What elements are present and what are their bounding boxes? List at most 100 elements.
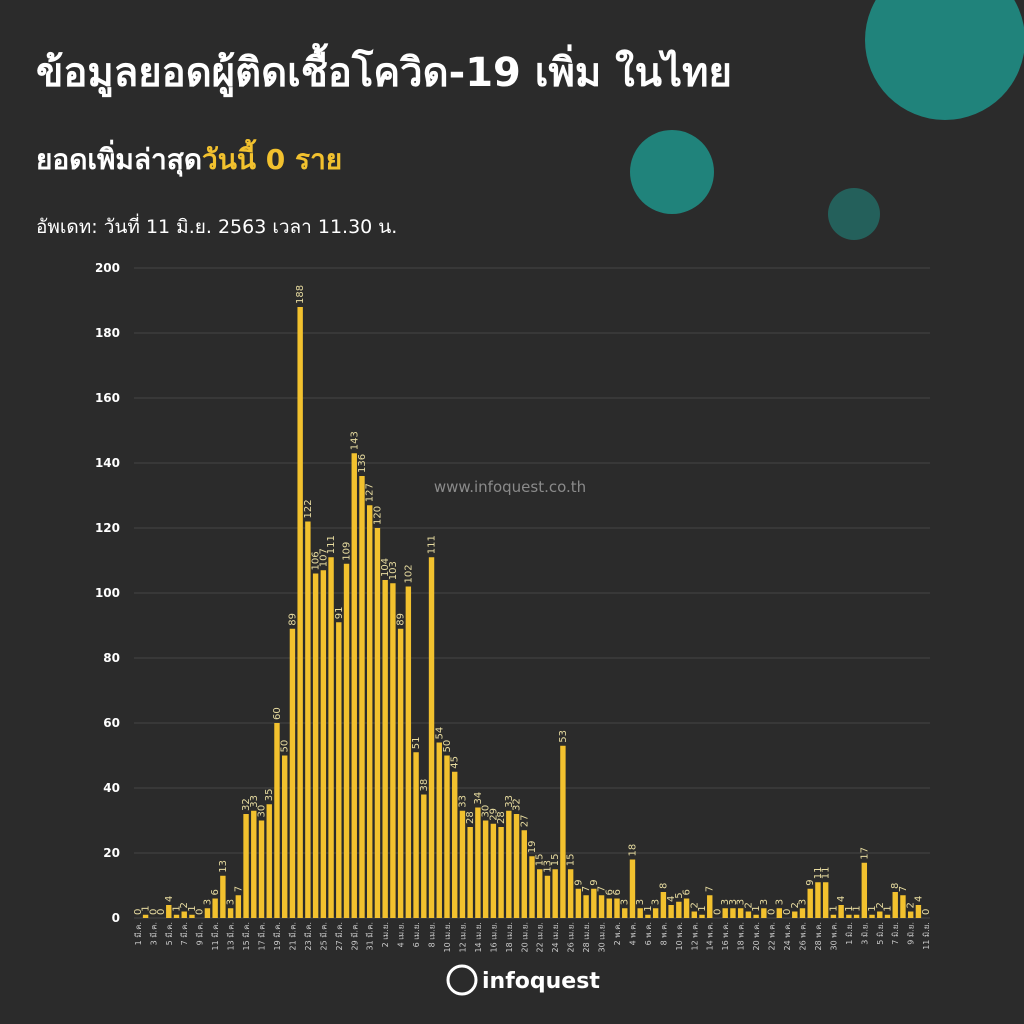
value-label: 18 (627, 844, 638, 857)
y-tick-label: 160 (95, 391, 120, 405)
chart-title: ข้อมูลยอดผู้ติดเชื้อโควิด-19 เพิ่ม ในไทย (36, 50, 732, 96)
x-tick-label: 30 พ.ค. (829, 922, 838, 950)
bar (606, 898, 612, 918)
value-label: 109 (342, 542, 353, 561)
y-tick-label: 80 (103, 651, 120, 665)
bar (575, 888, 582, 918)
value-label: 50 (280, 740, 291, 753)
value-label: 6 (604, 889, 615, 895)
virus (630, 130, 714, 214)
x-tick-label: 1 มิ.ย. (845, 922, 854, 945)
value-label: 28 (496, 811, 507, 824)
bar (459, 810, 466, 918)
value-label: 29 (488, 808, 499, 821)
bar (660, 892, 667, 918)
y-tick-label: 40 (103, 781, 120, 795)
x-tick-label: 8 พ.ค. (659, 922, 668, 945)
x-tick-label: 21 มี.ค. (288, 922, 297, 950)
value-label: 0 (782, 909, 793, 915)
value-label: 8 (658, 883, 669, 889)
bar (351, 453, 357, 918)
x-tick-label: 1 มี.ค. (134, 922, 143, 945)
x-tick-label: 9 มิ.ย. (907, 922, 916, 945)
y-tick-label: 120 (95, 521, 120, 535)
bar (745, 911, 752, 918)
bar (436, 742, 442, 918)
subtitle: ยอดเพิ่มล่าสุดวันนี้ 0 ราย (36, 138, 342, 182)
value-label: 60 (272, 707, 283, 720)
x-tick-label: 12 พ.ค. (690, 922, 699, 950)
bar (907, 911, 914, 918)
value-label: 104 (380, 558, 391, 577)
bar (722, 908, 728, 918)
x-tick-label: 26 พ.ค. (798, 922, 807, 950)
value-label: 3 (651, 899, 662, 905)
value-label: 2 (689, 902, 700, 908)
value-label: 27 (519, 815, 530, 828)
value-label: 111 (427, 535, 438, 554)
value-label: 28 (465, 811, 476, 824)
x-tick-label: 5 มิ.ย. (876, 922, 885, 945)
x-tick-label: 17 มี.ค. (258, 922, 267, 950)
bar (258, 820, 265, 918)
x-tick-label: 23 มี.ค. (304, 922, 313, 950)
y-tick-label: 200 (95, 261, 120, 275)
value-label: 136 (357, 454, 368, 473)
value-label: 35 (264, 789, 275, 802)
value-label: 1 (751, 905, 762, 911)
value-label: 3 (728, 899, 739, 905)
virus (865, 0, 1024, 120)
bar (251, 810, 257, 918)
bar (421, 794, 427, 918)
value-label: 13 (542, 860, 553, 873)
x-tick-label: 7 มี.ค. (180, 922, 189, 945)
x-tick-label: 2 เม.ย. (381, 922, 390, 947)
bar (884, 914, 891, 918)
value-label: 3 (736, 899, 747, 905)
value-label: 1 (852, 905, 863, 911)
value-label: 53 (558, 730, 569, 743)
bar (529, 856, 535, 918)
x-tick-label: 3 มิ.ย. (860, 922, 869, 945)
bar (537, 869, 543, 918)
bar (320, 570, 327, 918)
value-label: 17 (859, 847, 870, 860)
bar (405, 586, 412, 918)
bar (475, 807, 481, 918)
x-tick-label: 15 มี.ค. (242, 922, 251, 950)
bar (513, 814, 520, 918)
bar (645, 914, 651, 918)
value-label: 0 (921, 909, 932, 915)
value-label: 13 (218, 860, 229, 873)
value-label: 45 (450, 756, 461, 769)
value-label: 106 (311, 551, 322, 570)
bar (699, 914, 705, 918)
value-label: 1 (187, 905, 198, 911)
value-label: 6 (682, 889, 693, 895)
x-tick-label: 6 พ.ค. (644, 922, 653, 945)
bar (212, 898, 218, 918)
value-label: 8 (890, 883, 901, 889)
x-tick-label: 12 เม.ย. (458, 922, 467, 953)
value-label: 89 (287, 613, 298, 626)
value-label: 15 (535, 854, 546, 867)
value-label: 3 (774, 899, 785, 905)
value-label: 6 (612, 889, 623, 895)
x-tick-label: 9 มี.ค. (196, 922, 205, 945)
bar (567, 869, 574, 918)
value-label: 3 (797, 899, 808, 905)
bar (583, 895, 589, 918)
value-label: 19 (527, 841, 538, 854)
y-tick-label: 100 (95, 586, 120, 600)
value-label: 4 (836, 896, 847, 902)
x-tick-label: 20 เม.ย. (520, 922, 529, 953)
x-tick-label: 27 มี.ค. (335, 922, 344, 950)
bar (336, 622, 342, 918)
y-tick-label: 20 (103, 846, 120, 860)
x-tick-label: 24 พ.ค. (783, 922, 792, 950)
bar (227, 908, 234, 918)
bar (900, 895, 906, 918)
value-label: 11 (813, 867, 824, 880)
